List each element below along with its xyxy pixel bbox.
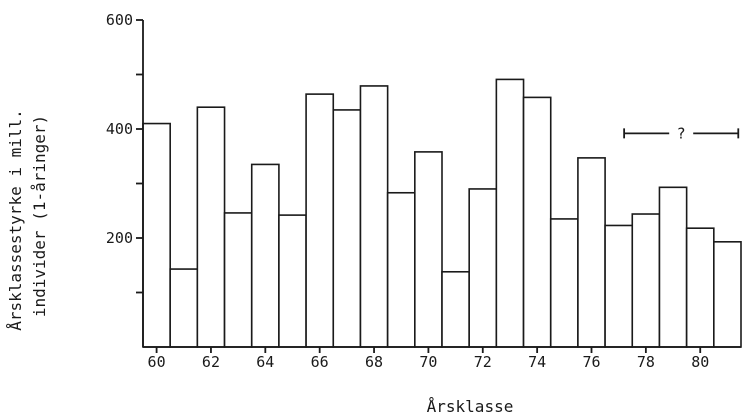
- x-tick-label-72: 72: [474, 353, 492, 371]
- y-tick-label-600: 600: [106, 11, 133, 29]
- bar-1963: [223, 212, 253, 348]
- y-axis-title-line2: individer (1-åringer): [30, 115, 49, 317]
- bar-1978: [631, 213, 661, 348]
- bar-1975: [549, 218, 579, 348]
- x-tick-label-78: 78: [637, 353, 655, 371]
- bar-1980: [685, 227, 715, 348]
- y-axis-title-line1: Årsklassestyrke i mill.: [6, 109, 25, 331]
- bar-1960: [142, 122, 171, 348]
- bars: [142, 78, 742, 348]
- bar-1968: [359, 85, 389, 348]
- bar-1981: [713, 241, 742, 348]
- bar-1965: [278, 214, 307, 348]
- bar-1962: [196, 106, 226, 348]
- x-tick-label-62: 62: [202, 353, 220, 371]
- range-question-mark: ?: [677, 124, 686, 142]
- x-axis-title: Årsklasse: [427, 397, 514, 416]
- x-tick-label-68: 68: [365, 353, 383, 371]
- bar-1970: [414, 151, 443, 348]
- bar-1973: [495, 78, 525, 348]
- bar-1979: [658, 186, 688, 348]
- x-tick-label-80: 80: [691, 353, 709, 371]
- y-tick-label-200: 200: [106, 229, 133, 247]
- y-ticks: 200 400 600: [106, 11, 143, 294]
- x-tick-label-70: 70: [419, 353, 437, 371]
- bar-1977: [604, 224, 634, 348]
- bar-1971: [441, 270, 470, 348]
- range-annotation: ?: [623, 124, 740, 142]
- x-ticks: 60 62 64 66 68 70 72 74 76 78 80: [148, 347, 709, 371]
- bar-1976: [577, 157, 606, 348]
- x-tick-label-64: 64: [256, 353, 274, 371]
- x-tick-label-60: 60: [148, 353, 166, 371]
- bar-1966: [305, 93, 335, 348]
- bar-1969: [386, 191, 416, 348]
- bar-1967: [332, 109, 362, 348]
- y-tick-label-400: 400: [106, 120, 133, 138]
- bar-1974: [522, 96, 552, 348]
- x-tick-label-66: 66: [311, 353, 329, 371]
- x-tick-label-76: 76: [582, 353, 600, 371]
- bar-1964: [250, 163, 280, 348]
- x-tick-label-74: 74: [528, 353, 546, 371]
- bar-1972: [468, 188, 498, 348]
- bar-1961: [169, 268, 199, 348]
